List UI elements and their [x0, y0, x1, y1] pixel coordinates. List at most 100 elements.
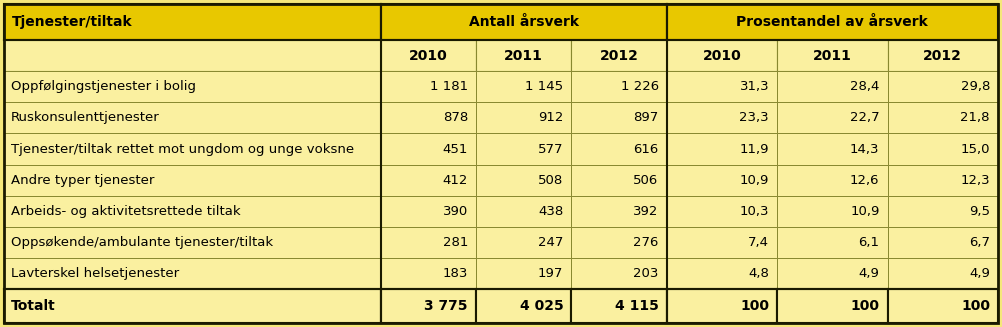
Bar [381, 40, 476, 71]
Text: 4,9: 4,9 [859, 267, 880, 280]
Bar [381, 102, 476, 133]
Text: 1 226: 1 226 [620, 80, 658, 93]
Bar [666, 289, 778, 323]
Bar [778, 227, 888, 258]
Text: Totalt: Totalt [11, 299, 56, 313]
Text: 3 775: 3 775 [425, 299, 468, 313]
Text: 1 181: 1 181 [430, 80, 468, 93]
Text: 10,9: 10,9 [739, 174, 770, 187]
Bar [476, 164, 571, 196]
Text: 203: 203 [633, 267, 658, 280]
Text: 22,7: 22,7 [850, 112, 880, 125]
Text: Oppsøkende/ambulante tjenester/tiltak: Oppsøkende/ambulante tjenester/tiltak [11, 236, 274, 249]
Text: 197: 197 [538, 267, 563, 280]
Text: 878: 878 [443, 112, 468, 125]
Bar [778, 133, 888, 164]
Text: 100: 100 [851, 299, 880, 313]
Bar [4, 40, 381, 71]
Text: 29,8: 29,8 [961, 80, 990, 93]
Bar [476, 289, 571, 323]
Bar [778, 71, 888, 102]
Bar [666, 102, 778, 133]
Bar [888, 258, 998, 289]
Text: 15,0: 15,0 [961, 143, 990, 156]
Bar [888, 227, 998, 258]
Bar [888, 40, 998, 71]
Bar [888, 289, 998, 323]
Text: 276: 276 [633, 236, 658, 249]
Bar [4, 196, 381, 227]
Text: 390: 390 [443, 205, 468, 218]
Text: 281: 281 [443, 236, 468, 249]
Text: 100: 100 [740, 299, 770, 313]
Text: 14,3: 14,3 [850, 143, 880, 156]
Text: 392: 392 [633, 205, 658, 218]
Bar [4, 71, 381, 102]
Bar [476, 227, 571, 258]
Bar [888, 196, 998, 227]
Text: 2010: 2010 [702, 49, 741, 63]
Bar [778, 196, 888, 227]
Text: 2011: 2011 [813, 49, 852, 63]
Bar [381, 4, 666, 40]
Bar [4, 102, 381, 133]
Bar [4, 4, 381, 40]
Bar [888, 133, 998, 164]
Bar [571, 258, 666, 289]
Bar [778, 258, 888, 289]
Bar [778, 102, 888, 133]
Text: Tjenester/tiltak rettet mot ungdom og unge voksne: Tjenester/tiltak rettet mot ungdom og un… [11, 143, 354, 156]
Text: 12,3: 12,3 [960, 174, 990, 187]
Text: 31,3: 31,3 [739, 80, 770, 93]
Text: 4 115: 4 115 [615, 299, 658, 313]
Text: 9,5: 9,5 [969, 205, 990, 218]
Text: 412: 412 [443, 174, 468, 187]
Text: 1 145: 1 145 [525, 80, 563, 93]
Bar [666, 71, 778, 102]
Bar [571, 102, 666, 133]
Bar [666, 4, 998, 40]
Text: Prosentandel av årsverk: Prosentandel av årsverk [736, 15, 928, 29]
Text: 2011: 2011 [504, 49, 543, 63]
Text: Oppfølgingstjenester i bolig: Oppfølgingstjenester i bolig [11, 80, 196, 93]
Text: 100: 100 [961, 299, 990, 313]
Text: 10,3: 10,3 [739, 205, 770, 218]
Bar [476, 258, 571, 289]
Text: 506: 506 [633, 174, 658, 187]
Text: Lavterskel helsetjenester: Lavterskel helsetjenester [11, 267, 179, 280]
Text: 912: 912 [538, 112, 563, 125]
Bar [888, 71, 998, 102]
Bar [571, 71, 666, 102]
Text: 183: 183 [443, 267, 468, 280]
Text: 10,9: 10,9 [850, 205, 880, 218]
Text: 897: 897 [633, 112, 658, 125]
Bar [666, 40, 778, 71]
Text: 11,9: 11,9 [739, 143, 770, 156]
Text: 2012: 2012 [923, 49, 962, 63]
Text: 28,4: 28,4 [850, 80, 880, 93]
Text: 23,3: 23,3 [739, 112, 770, 125]
Bar [778, 164, 888, 196]
Text: 7,4: 7,4 [748, 236, 770, 249]
Bar [666, 227, 778, 258]
Text: 4 025: 4 025 [519, 299, 563, 313]
Bar [476, 102, 571, 133]
Bar [4, 258, 381, 289]
Text: 451: 451 [443, 143, 468, 156]
Bar [381, 71, 476, 102]
Bar [476, 40, 571, 71]
Text: 508: 508 [538, 174, 563, 187]
Text: 2010: 2010 [409, 49, 448, 63]
Bar [666, 196, 778, 227]
Bar [381, 164, 476, 196]
Bar [888, 102, 998, 133]
Bar [571, 289, 666, 323]
Bar [476, 133, 571, 164]
Text: 21,8: 21,8 [961, 112, 990, 125]
Bar [381, 133, 476, 164]
Text: 4,8: 4,8 [748, 267, 770, 280]
Bar [571, 164, 666, 196]
Bar [476, 196, 571, 227]
Bar [666, 164, 778, 196]
Bar [4, 289, 381, 323]
